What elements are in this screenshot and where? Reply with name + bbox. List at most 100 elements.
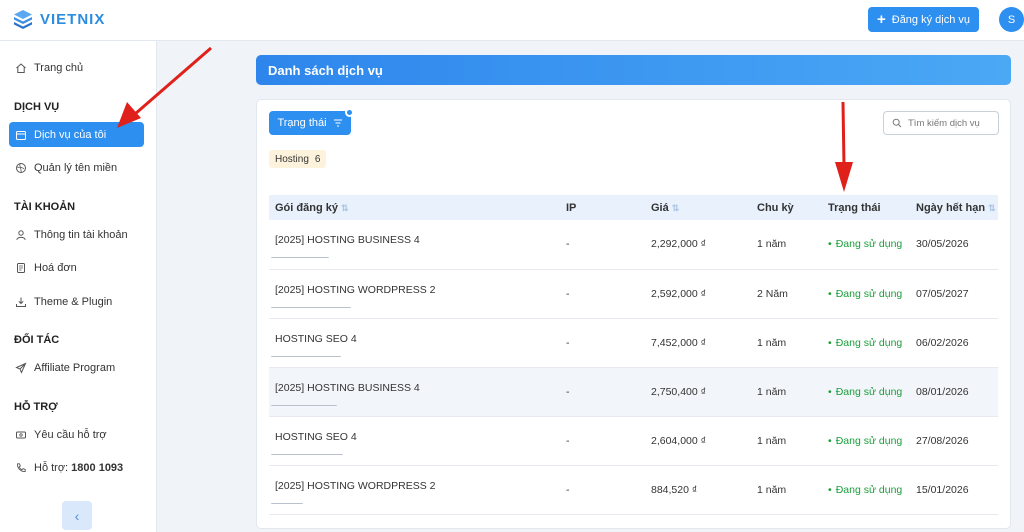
cell-ip: -	[566, 385, 570, 398]
collapse-sidebar-button[interactable]: ‹	[62, 501, 92, 530]
user-icon	[16, 229, 26, 240]
avatar[interactable]: S	[999, 7, 1024, 32]
search-placeholder: Tìm kiếm dịch vụ	[908, 117, 980, 129]
sidebar-item-label: Theme & Plugin	[34, 295, 113, 308]
sidebar-item-home[interactable]: Trang chủ	[9, 55, 144, 80]
cell-package[interactable]: HOSTING SEO 4	[269, 416, 560, 465]
table-row[interactable]: [2025] HOSTING WORDPRESS 2 - 2,592,000 ₫…	[269, 269, 998, 318]
cell-package[interactable]: [2025] HOSTING BUSINESS 4	[269, 367, 560, 416]
filter-indicator-badge	[345, 108, 354, 117]
table-row[interactable]: [2025] HOSTING BUSINESS 4 - 2,292,000 ₫ …	[269, 220, 998, 269]
cell-status: Đang sử dụng	[822, 220, 910, 269]
hotline-number: 1800 1093	[71, 461, 124, 474]
column-header-expiry[interactable]: Ngày hết hạn ⇅	[916, 201, 996, 214]
sidebar-item-support-ticket[interactable]: Yêu cầu hỗ trợ	[9, 422, 144, 447]
cell-status: Đang sử dụng	[822, 465, 910, 514]
tag-count: 6	[314, 153, 321, 165]
cell-status: Đang sử dụng	[822, 367, 910, 416]
sidebar-item-affiliate[interactable]: Affiliate Program	[9, 355, 144, 380]
domain-placeholder-underline	[271, 306, 351, 308]
register-service-label: Đăng ký dịch vụ	[891, 13, 971, 26]
cell-price: 2,592,000 ₫	[651, 287, 707, 300]
column-header-cycle: Chu kỳ	[757, 201, 794, 214]
phone-icon	[17, 462, 26, 472]
cell-cycle: 2 Năm	[757, 287, 788, 300]
sidebar-item-my-services[interactable]: Dịch vụ của tôi	[9, 122, 144, 147]
sidebar-item-domains[interactable]: Quản lý tên miền	[9, 155, 144, 180]
cell-ip: -	[566, 287, 570, 300]
logo[interactable]: VIETNIX	[12, 8, 105, 30]
category-tag-hosting[interactable]: Hosting 6	[269, 150, 327, 168]
column-header-status: Trạng thái	[828, 201, 881, 214]
cell-package[interactable]: [2025] HOSTING WORDPRESS 2	[269, 269, 560, 318]
cell-cycle: 1 năm	[757, 336, 787, 349]
register-service-button[interactable]: + Đăng ký dịch vụ	[868, 7, 979, 32]
sidebar-item-label: Thông tin tài khoản	[34, 228, 128, 241]
column-header-price[interactable]: Giá ⇅	[651, 201, 680, 214]
cell-package[interactable]: [2025] HOSTING WORDPRESS 2	[269, 465, 560, 514]
logo-icon	[14, 10, 32, 29]
sort-icon[interactable]: ⇅	[671, 202, 680, 213]
cell-ip: -	[566, 336, 570, 349]
table-row[interactable]: HOSTING SEO 4 - 2,604,000 ₫ 1 năm Đang s…	[269, 416, 998, 465]
download-icon	[16, 297, 26, 307]
calendar-icon	[16, 130, 26, 140]
status-filter-button[interactable]: Trạng thái	[269, 111, 351, 135]
cell-status: Đang sử dụng	[822, 269, 910, 318]
cell-price: 2,292,000 ₫	[651, 238, 707, 251]
sidebar: Trang chủ DỊCH VỤ Dịch vụ của tôi Quản l…	[0, 41, 157, 532]
table-row[interactable]: [2025] HOSTING WORDPRESS 2 - 884,520 ₫ 1…	[269, 465, 998, 514]
cell-price: 2,750,400 ₫	[651, 385, 707, 398]
cell-package[interactable]: [2025] HOSTING BUSINESS 4	[269, 220, 560, 269]
cell-expiry: 07/05/2027	[916, 287, 969, 300]
cell-package[interactable]: HOSTING SEO 4	[269, 318, 560, 367]
avatar-initial: S	[1007, 13, 1016, 26]
invoice-icon	[17, 262, 25, 273]
chevron-left-icon: ‹	[74, 507, 80, 524]
filter-icon	[333, 119, 342, 127]
search-icon	[892, 118, 902, 128]
home-icon	[16, 62, 26, 73]
cell-ip: -	[566, 483, 570, 496]
cell-cycle: 1 năm	[757, 238, 787, 251]
cell-cycle: 1 năm	[757, 483, 787, 496]
cell-cycle: 1 năm	[757, 434, 787, 447]
page-title: Danh sách dịch vụ	[256, 55, 1011, 85]
section-title-account: TÀI KHOẢN	[14, 201, 76, 213]
search-input[interactable]: Tìm kiếm dịch vụ	[883, 111, 999, 135]
sidebar-item-invoices[interactable]: Hoá đơn	[9, 255, 144, 280]
logo-text: VIETNIX	[40, 10, 106, 28]
domain-placeholder-underline	[271, 502, 303, 504]
sidebar-item-account-info[interactable]: Thông tin tài khoản	[9, 222, 144, 247]
table-row[interactable]: HOSTING SEO 4 - 7,452,000 ₫ 1 năm Đang s…	[269, 318, 998, 367]
status-filter-label: Trạng thái	[277, 117, 327, 129]
cell-status: Đang sử dụng	[822, 416, 910, 465]
sidebar-item-label: Yêu cầu hỗ trợ	[34, 428, 107, 441]
table-row[interactable]: [2025] HOSTING BUSINESS 4 - 2,750,400 ₫ …	[269, 367, 998, 416]
ticket-icon	[16, 431, 26, 438]
sort-icon[interactable]: ⇅	[988, 202, 996, 213]
services-table: Gói đăng ký ⇅ IP Giá ⇅ Chu kỳ Trạng thái N…	[269, 195, 998, 515]
sort-icon[interactable]: ⇅	[340, 202, 349, 213]
column-header-ip: IP	[566, 201, 577, 214]
send-icon	[15, 362, 27, 374]
plus-icon: +	[876, 11, 886, 28]
cell-expiry: 08/01/2026	[916, 385, 969, 398]
sidebar-hotline[interactable]: Hỗ trợ: 1800 1093	[9, 455, 144, 480]
column-header-package[interactable]: Gói đăng ký ⇅	[275, 201, 349, 214]
sidebar-item-label: Quản lý tên miền	[34, 161, 118, 174]
hotline-label: Hỗ trợ:	[34, 461, 72, 474]
cell-status: Đang sử dụng	[822, 318, 910, 367]
section-title-services: DỊCH VỤ	[14, 101, 60, 113]
cell-ip: -	[566, 434, 570, 447]
cell-expiry: 27/08/2026	[916, 434, 969, 447]
sidebar-item-label: Affiliate Program	[34, 361, 116, 374]
sidebar-item-label: Dịch vụ của tôi	[34, 128, 107, 141]
sidebar-item-theme-plugin[interactable]: Theme & Plugin	[9, 289, 144, 314]
cell-price: 2,604,000 ₫	[651, 434, 707, 447]
tag-label: Hosting	[275, 153, 309, 165]
globe-icon	[16, 162, 26, 173]
top-bar: VIETNIX + Đăng ký dịch vụ S	[0, 0, 1024, 41]
cell-expiry: 30/05/2026	[916, 238, 969, 251]
cell-expiry: 06/02/2026	[916, 336, 969, 349]
